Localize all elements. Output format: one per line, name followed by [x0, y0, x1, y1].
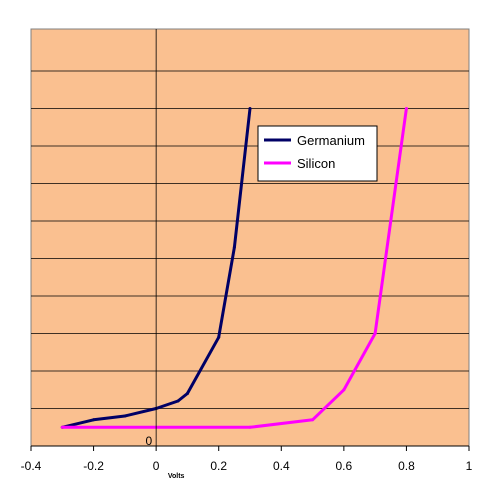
x-tick-label-5: 0.6 — [336, 459, 353, 473]
legend-label-germanium: Germanium — [297, 133, 365, 148]
point-germanium-4 — [176, 399, 180, 403]
point-silicon-3 — [342, 388, 346, 392]
x-tick-label-0: -0.4 — [21, 459, 42, 473]
point-germanium-2 — [123, 414, 127, 418]
point-germanium-6 — [217, 335, 221, 339]
legend-label-silicon: Silicon — [297, 156, 335, 171]
plot-area — [30, 28, 470, 447]
x-tick-label-2: 0 — [153, 459, 160, 473]
x-axis-title: Volts — [168, 473, 185, 480]
point-silicon-5 — [404, 107, 408, 110]
x-tick-label-6: 0.8 — [398, 459, 415, 473]
x-tick-label-3: 0.2 — [210, 459, 227, 473]
point-silicon-0 — [60, 425, 64, 429]
plot-layer — [30, 28, 470, 447]
point-germanium-5 — [185, 392, 189, 395]
x-tick-label-7: 1 — [466, 459, 473, 473]
y-tick-label-0: 0 — [145, 434, 152, 448]
axis-layer: -0.4 -0.2 0 0.2 0.4 0.6 0.8 1 0 Volts — [21, 29, 473, 480]
point-silicon-4 — [373, 332, 377, 335]
point-germanium-8 — [248, 107, 252, 110]
point-silicon-1 — [248, 425, 252, 429]
point-germanium-7 — [232, 245, 236, 249]
legend: Germanium Silicon — [257, 125, 378, 182]
point-germanium-1 — [92, 418, 96, 422]
point-silicon-2 — [311, 418, 315, 422]
x-tick-label-1: -0.2 — [83, 459, 104, 473]
legend-box — [257, 125, 378, 182]
x-tick-label-4: 0.4 — [273, 459, 290, 473]
series-line-silicon — [62, 108, 408, 429]
